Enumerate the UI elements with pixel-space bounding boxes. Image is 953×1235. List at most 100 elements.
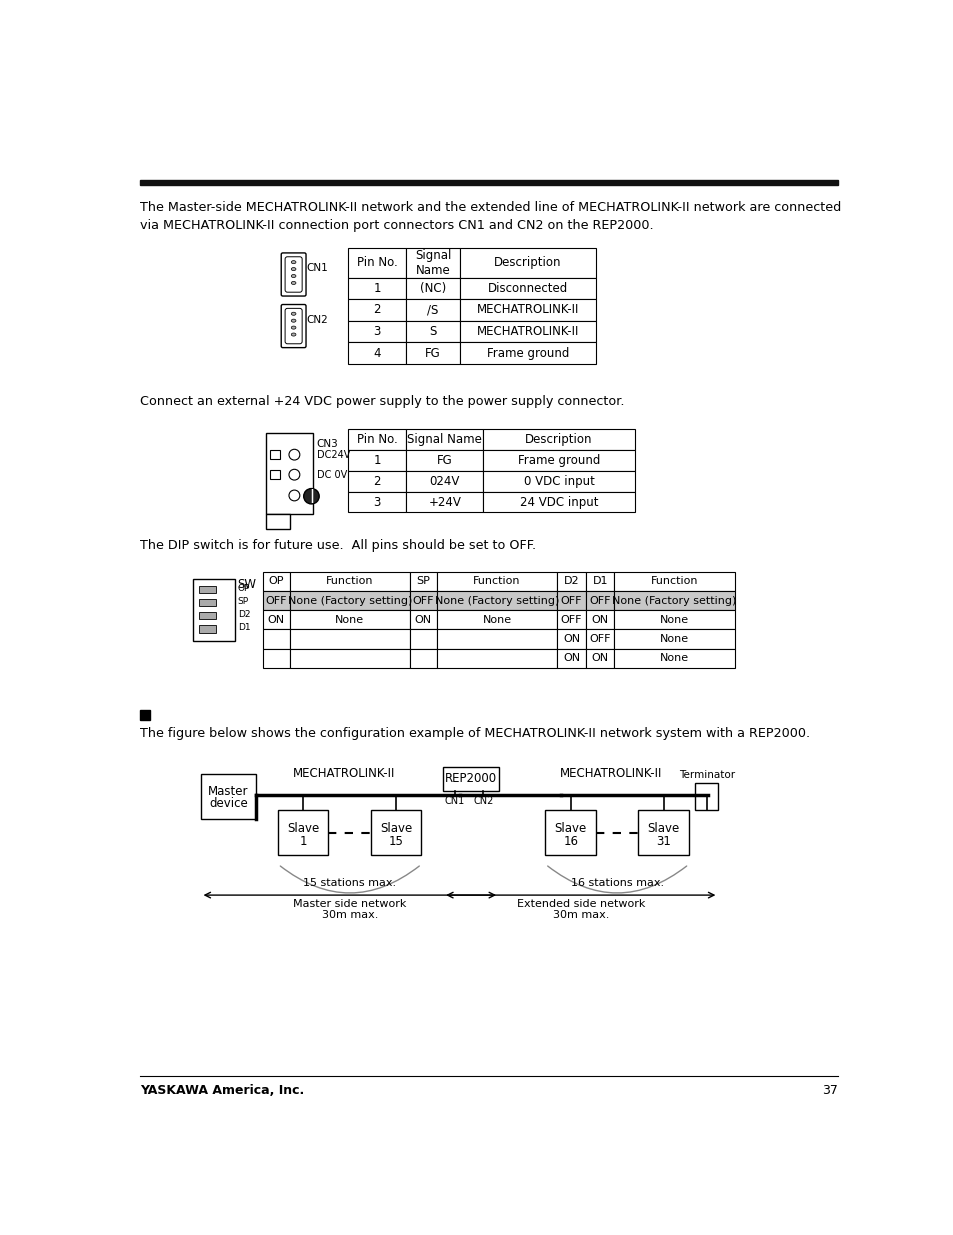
Bar — [557, 610, 585, 630]
Bar — [406, 278, 459, 299]
Circle shape — [289, 490, 299, 501]
Text: The figure below shows the configuration example of MECHATROLINK-II network syst: The figure below shows the configuration… — [140, 727, 809, 740]
Bar — [614, 648, 734, 668]
Bar — [406, 471, 483, 492]
Ellipse shape — [291, 319, 295, 322]
Text: Pin No.: Pin No. — [356, 433, 396, 446]
Bar — [436, 592, 557, 610]
Bar — [614, 572, 734, 592]
Bar — [483, 450, 634, 471]
Bar — [406, 430, 483, 450]
Text: DC24V: DC24V — [316, 450, 350, 459]
Bar — [410, 648, 436, 668]
Text: Function: Function — [650, 577, 698, 587]
Text: |: | — [309, 489, 314, 503]
Bar — [436, 610, 557, 630]
Text: D1: D1 — [592, 577, 607, 587]
Text: 16: 16 — [562, 835, 578, 847]
Text: Slave: Slave — [380, 823, 412, 835]
Bar — [406, 342, 459, 364]
Bar — [262, 610, 290, 630]
Text: D1: D1 — [237, 624, 251, 632]
Bar — [406, 450, 483, 471]
Bar — [262, 630, 290, 648]
Text: Slave: Slave — [287, 823, 319, 835]
Bar — [348, 278, 406, 299]
Bar — [406, 299, 459, 321]
Bar — [266, 433, 313, 514]
Text: Description: Description — [494, 257, 561, 269]
Text: Extended side network: Extended side network — [516, 899, 644, 909]
Text: 024V: 024V — [429, 474, 459, 488]
Bar — [371, 810, 421, 855]
Ellipse shape — [291, 312, 295, 315]
Text: OP: OP — [237, 584, 250, 593]
Text: 30m max.: 30m max. — [552, 910, 608, 920]
Text: ON: ON — [591, 653, 608, 663]
Text: Frame ground: Frame ground — [486, 347, 569, 359]
Circle shape — [289, 469, 299, 480]
Text: D2: D2 — [563, 577, 578, 587]
Bar — [557, 630, 585, 648]
Text: None: None — [335, 615, 364, 625]
Text: 4: 4 — [373, 347, 380, 359]
Ellipse shape — [291, 326, 295, 330]
Bar — [348, 299, 406, 321]
Bar — [459, 321, 596, 342]
Bar — [290, 592, 410, 610]
Bar — [443, 767, 498, 792]
Text: 15: 15 — [389, 835, 403, 847]
Bar — [614, 630, 734, 648]
Text: MECHATROLINK-II: MECHATROLINK-II — [476, 325, 578, 338]
Bar — [406, 492, 483, 513]
Text: The Master-side MECHATROLINK-II network and the extended line of MECHATROLINK-II: The Master-side MECHATROLINK-II network … — [140, 200, 841, 232]
Bar — [348, 248, 406, 278]
Text: 37: 37 — [821, 1084, 837, 1097]
Bar — [483, 471, 634, 492]
Text: 0 VDC input: 0 VDC input — [523, 474, 594, 488]
Text: CN2: CN2 — [307, 315, 328, 325]
Bar — [557, 572, 585, 592]
Bar — [140, 710, 150, 720]
Ellipse shape — [291, 333, 295, 336]
Text: None (Factory setting): None (Factory setting) — [612, 595, 736, 605]
Text: 2: 2 — [373, 304, 380, 316]
Text: device: device — [209, 797, 248, 810]
Bar — [459, 278, 596, 299]
Bar — [436, 648, 557, 668]
Text: ON: ON — [591, 615, 608, 625]
Text: ON: ON — [562, 653, 579, 663]
Text: CN2: CN2 — [473, 795, 493, 805]
Bar — [406, 321, 459, 342]
Bar — [348, 471, 406, 492]
Text: CN3: CN3 — [316, 440, 338, 450]
Circle shape — [303, 489, 319, 504]
Bar — [199, 585, 216, 593]
Text: None: None — [659, 653, 688, 663]
Text: Function: Function — [326, 577, 374, 587]
Bar — [614, 610, 734, 630]
Bar — [290, 630, 410, 648]
Text: S: S — [429, 325, 436, 338]
Bar — [557, 648, 585, 668]
Text: 3: 3 — [373, 495, 380, 509]
FancyBboxPatch shape — [281, 253, 306, 296]
Bar — [348, 342, 406, 364]
Bar — [270, 450, 280, 459]
Text: Signal
Name: Signal Name — [415, 249, 451, 277]
Bar — [459, 342, 596, 364]
Bar — [585, 572, 614, 592]
Text: 30m max.: 30m max. — [321, 910, 377, 920]
Text: Frame ground: Frame ground — [517, 454, 599, 467]
Bar — [193, 579, 235, 641]
Bar — [459, 248, 596, 278]
Bar — [262, 592, 290, 610]
Text: 15 stations max.: 15 stations max. — [303, 878, 395, 888]
Bar — [436, 572, 557, 592]
Bar — [278, 810, 328, 855]
Bar — [290, 572, 410, 592]
Text: Connect an external +24 VDC power supply to the power supply connector.: Connect an external +24 VDC power supply… — [140, 395, 624, 408]
Text: OFF: OFF — [265, 595, 287, 605]
Text: Terminator: Terminator — [678, 769, 734, 779]
Text: 2: 2 — [373, 474, 380, 488]
